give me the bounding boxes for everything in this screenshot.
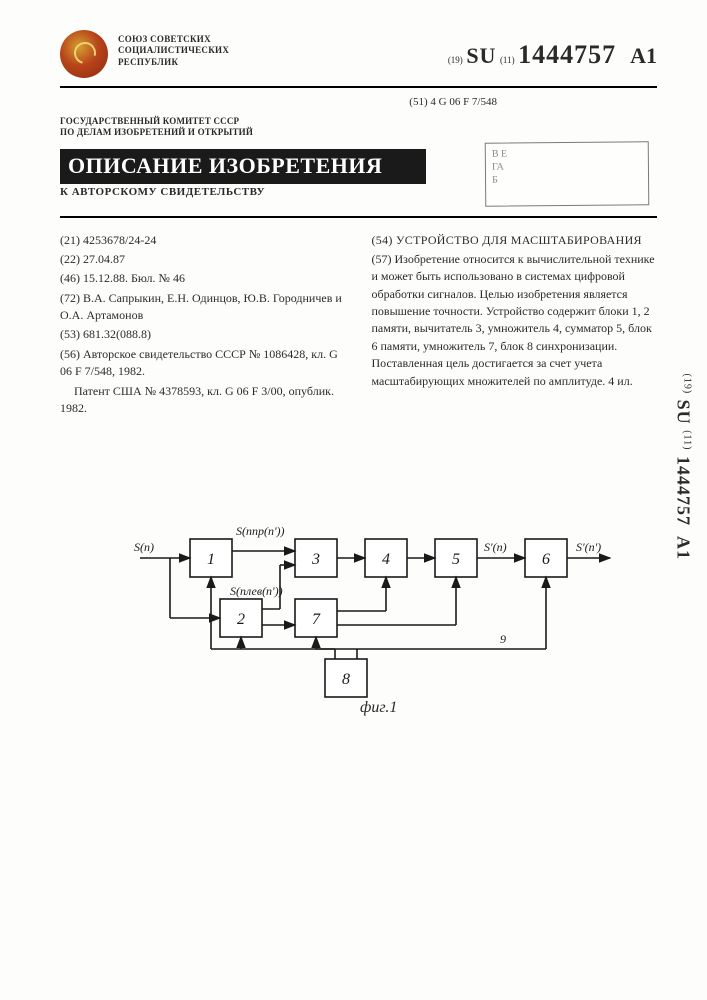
doc-kind: A1 [630, 43, 657, 68]
side-11: (11) [681, 430, 692, 450]
block-label: 3 [311, 551, 320, 568]
signal-label: S'(n) [484, 540, 507, 554]
field-56-extra: Патент США № 4378593, кл. G 06 F 3/00, о… [60, 383, 346, 418]
field-72: (72) В.А. Сапрыкин, Е.Н. Одинцов, Ю.В. Г… [60, 290, 346, 325]
publication-codes: (19) SU (11) 1444757 A1 [448, 40, 657, 70]
stamp-line: В Е [492, 146, 642, 160]
stamp-line: Б [492, 172, 642, 186]
signal-label: S'(n') [576, 540, 601, 554]
bibliographic-columns: (21) 4253678/24-24 (22) 27.04.87 (46) 15… [60, 232, 657, 420]
left-column: (21) 4253678/24-24 (22) 27.04.87 (46) 15… [60, 232, 346, 420]
side-su: SU [673, 400, 693, 425]
signal-label: S(n) [134, 540, 154, 554]
field-54: (54) УСТРОЙСТВО ДЛЯ МАСШТАБИРОВАНИЯ [372, 232, 658, 249]
classification: (51) 4 G 06 F 7/548 [60, 96, 657, 108]
side-publication-code: (19) SU (11) 1444757 A1 [672, 374, 693, 561]
side-a1: A1 [673, 536, 693, 560]
rule-mid [60, 216, 657, 218]
signal-label: S(nпр(n')) [236, 524, 285, 538]
field-57: (57) Изобретение относится к вычислитель… [372, 251, 658, 390]
union-line: СОЦИАЛИСТИЧЕСКИХ [118, 45, 229, 56]
side-19: (19) [681, 374, 692, 395]
rule-top [60, 86, 657, 88]
block-label: 6 [542, 551, 550, 568]
block-label: 8 [342, 671, 350, 688]
publication-number: 1444757 [518, 40, 616, 69]
block-diagram: 1 2 3 7 4 5 6 8 [130, 509, 630, 719]
field-53: (53) 681.32(088.8) [60, 326, 346, 343]
code-19: (19) [448, 55, 463, 65]
right-column: (54) УСТРОЙСТВО ДЛЯ МАСШТАБИРОВАНИЯ (57)… [372, 232, 658, 420]
code-11: (11) [500, 55, 515, 65]
field-56: (56) Авторское свидетельство СССР № 1086… [60, 346, 346, 381]
block-label: 1 [207, 551, 215, 568]
stamp-line: ГА [492, 159, 642, 173]
signal-label: S(nлев(n')) [230, 584, 283, 598]
figure-caption: фиг.1 [360, 699, 397, 717]
committee-line: ПО ДЕЛАМ ИЗОБРЕТЕНИЙ И ОТКРЫТИЙ [60, 127, 657, 138]
committee-line: ГОСУДАРСТВЕННЫЙ КОМИТЕТ СССР [60, 116, 657, 127]
field-21: (21) 4253678/24-24 [60, 232, 346, 249]
document-title: ОПИСАНИЕ ИЗОБРЕТЕНИЯ [60, 149, 426, 184]
union-line: РЕСПУБЛИК [118, 57, 229, 68]
block-label: 5 [452, 551, 460, 568]
block-label: 4 [382, 551, 390, 568]
field-46: (46) 15.12.88. Бюл. № 46 [60, 270, 346, 287]
committee-name: ГОСУДАРСТВЕННЫЙ КОМИТЕТ СССР ПО ДЕЛАМ ИЗ… [60, 116, 657, 139]
side-num: 1444757 [673, 456, 693, 526]
block-label: 2 [237, 611, 245, 628]
wire-label: 9 [500, 632, 506, 646]
country-code: SU [466, 43, 496, 68]
union-name: СОЮЗ СОВЕТСКИХ СОЦИАЛИСТИЧЕСКИХ РЕСПУБЛИ… [118, 34, 229, 68]
figure-1: 1 2 3 7 4 5 6 8 [60, 489, 657, 739]
union-line: СОЮЗ СОВЕТСКИХ [118, 34, 229, 45]
library-stamp: В Е ГА Б [485, 141, 650, 206]
block-label: 7 [312, 611, 321, 628]
state-emblem [60, 30, 108, 78]
field-22: (22) 27.04.87 [60, 251, 346, 268]
